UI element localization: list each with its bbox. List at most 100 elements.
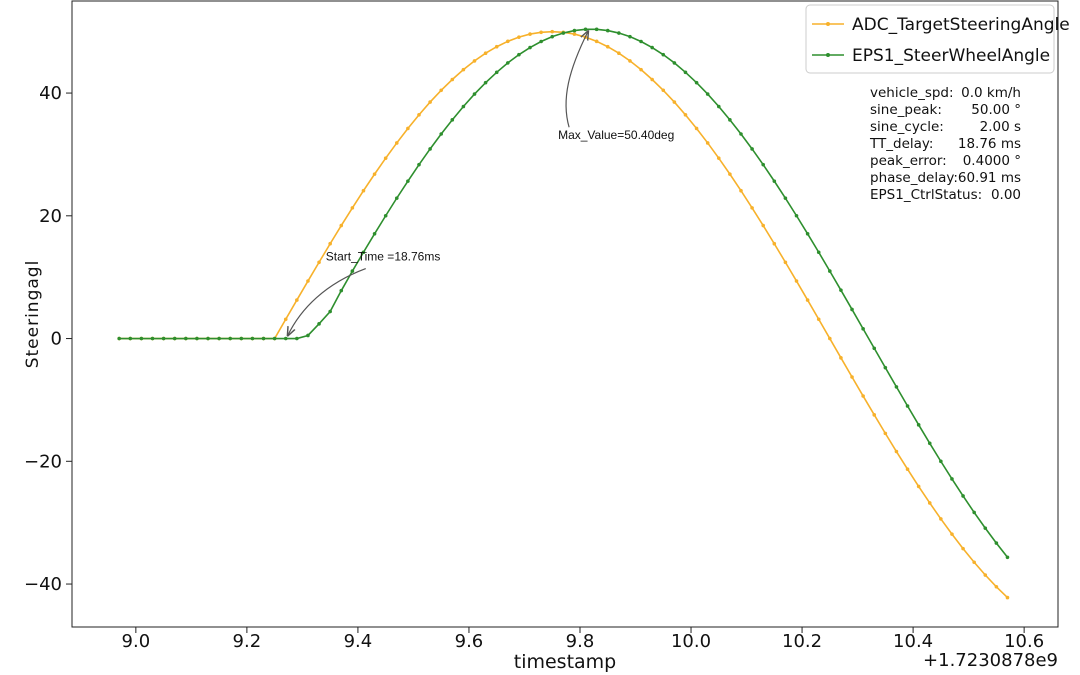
point (716, 156, 721, 160)
point (150, 336, 155, 341)
point (805, 298, 810, 302)
point (961, 494, 965, 498)
stat-value: 0.4000 ° (963, 153, 1021, 169)
point (950, 477, 954, 481)
point (894, 385, 899, 389)
legend-label: ADC_TargetSteeringAngle (852, 15, 1070, 35)
point (661, 52, 666, 57)
point (550, 34, 555, 39)
point (794, 279, 799, 283)
stat-value: 50.00 ° (971, 102, 1021, 118)
stat-value: 18.76 ms (958, 136, 1021, 152)
point (905, 467, 910, 472)
x-tick-label: 9.0 (122, 631, 151, 652)
point (261, 336, 266, 341)
point (883, 431, 888, 436)
legend-label: EPS1_SteerWheelAngle (852, 46, 1050, 66)
point (750, 206, 754, 210)
point (461, 67, 466, 72)
x-tick-label: 10.0 (671, 631, 711, 652)
point (850, 375, 854, 379)
point (761, 223, 765, 228)
point (683, 70, 688, 75)
point (828, 336, 832, 341)
point (417, 113, 421, 117)
point (650, 77, 654, 82)
point (483, 51, 488, 56)
x-tick-label: 9.2 (233, 631, 262, 652)
stat-label: EPS1_CtrlStatus: (870, 187, 982, 203)
point (994, 541, 999, 545)
point (783, 260, 788, 265)
stat-label: sine_peak: (870, 102, 942, 118)
point (716, 104, 721, 109)
point (306, 279, 310, 283)
point (283, 336, 288, 341)
point (1005, 595, 1010, 600)
point (861, 327, 865, 331)
point (461, 104, 466, 109)
point (506, 39, 510, 44)
point (728, 172, 732, 176)
point (816, 317, 821, 322)
point (961, 546, 965, 551)
point (206, 336, 210, 341)
point (394, 196, 399, 200)
point (783, 196, 788, 200)
point (905, 404, 910, 408)
point (361, 250, 366, 255)
point (639, 67, 643, 72)
point (339, 288, 344, 293)
point (295, 336, 299, 341)
point (417, 162, 421, 167)
point (872, 346, 877, 351)
point (683, 113, 688, 117)
stat-value: 0.0 km/h (961, 85, 1021, 101)
point (617, 51, 621, 56)
point (972, 510, 976, 515)
point (128, 336, 133, 341)
y-axis-label: Steeringagl (23, 260, 43, 369)
stat-value: 2.00 s (980, 119, 1021, 135)
stat-label: sine_cycle: (870, 119, 944, 135)
point (739, 188, 743, 193)
point (494, 44, 499, 49)
y-tick-label: −40 (24, 574, 62, 595)
point (184, 336, 188, 341)
point (894, 449, 899, 454)
legend: ADC_TargetSteeringAngle EPS1_SteerWheelAn… (805, 4, 1070, 74)
point (872, 413, 877, 417)
point (605, 44, 610, 49)
point (383, 213, 388, 218)
point (472, 92, 477, 96)
point (950, 532, 954, 536)
point (295, 298, 299, 302)
point (161, 336, 166, 341)
point (250, 336, 255, 341)
y-tick-label: −20 (24, 451, 62, 472)
point (517, 52, 521, 57)
point (350, 269, 355, 273)
x-tick-label: 9.8 (566, 631, 595, 652)
point (628, 34, 632, 39)
x-tick-label: 10.2 (782, 631, 822, 652)
x-axis-label: timestamp (514, 651, 617, 673)
x-tick-label: 9.6 (455, 631, 484, 652)
point (539, 39, 543, 44)
point (528, 45, 532, 50)
point (428, 100, 432, 104)
point (705, 141, 710, 145)
point (927, 441, 932, 446)
point (372, 172, 377, 176)
point (239, 336, 244, 341)
point (994, 585, 999, 589)
point (594, 39, 599, 44)
annotation-arrow (565, 31, 588, 128)
point (828, 269, 832, 273)
legend-marker (826, 53, 830, 57)
x-offset-text: +1.7230878e9 (923, 650, 1058, 671)
point (661, 88, 666, 93)
stat-label: vehicle_spd: (870, 85, 954, 101)
